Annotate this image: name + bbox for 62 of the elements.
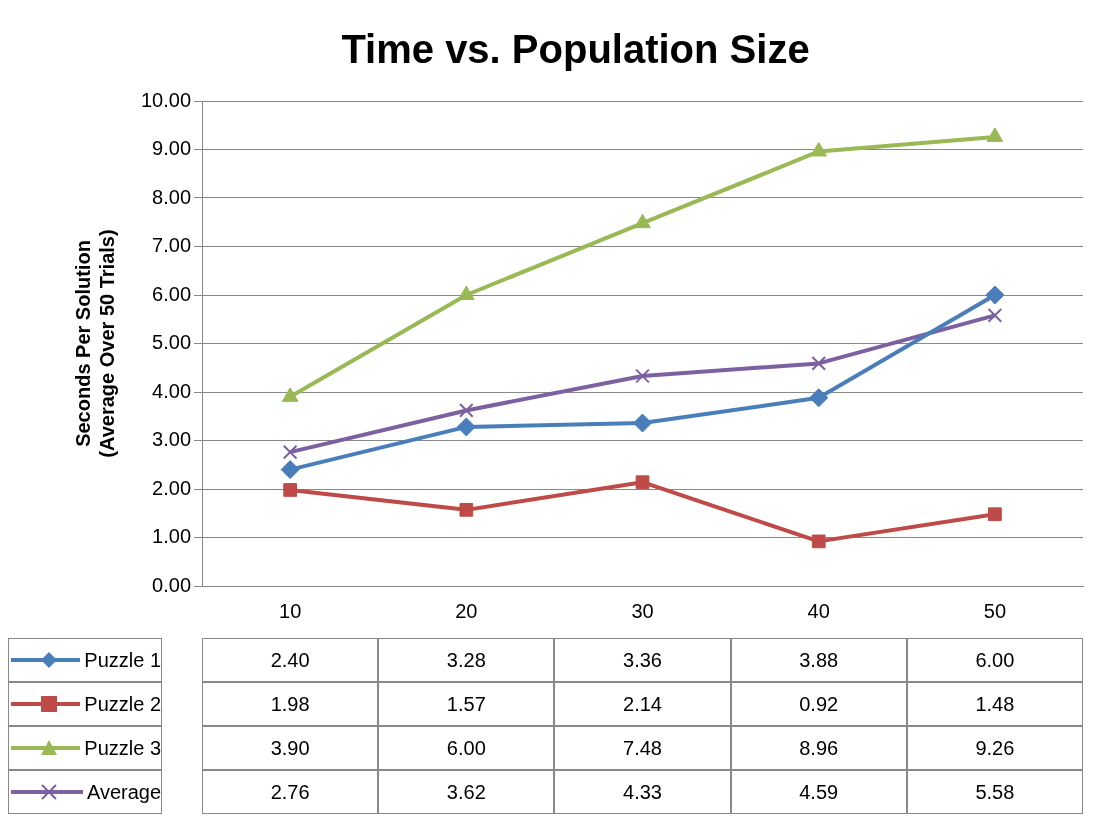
x-tick-label: 30	[631, 599, 654, 622]
data-label: 4.59	[799, 780, 839, 804]
point	[635, 368, 650, 384]
point	[458, 403, 474, 418]
data-label: 2.76	[270, 780, 310, 804]
point	[459, 502, 474, 517]
legend-label: Average	[86, 780, 162, 804]
point	[458, 285, 475, 300]
data-label: 5.58	[975, 780, 1015, 804]
point	[280, 460, 300, 480]
y-tick-label: 4.00	[152, 379, 192, 402]
point	[987, 308, 1003, 323]
data-label: 7.48	[623, 736, 662, 760]
point	[986, 127, 1004, 142]
y-tick-label: 3.00	[152, 428, 192, 451]
point	[634, 213, 651, 229]
point	[456, 417, 476, 437]
y-tick-label: 10.00	[140, 88, 192, 111]
data-label: 1.48	[975, 692, 1015, 716]
legend-label: Puzzle 3	[84, 736, 162, 760]
legend-label: Puzzle 2	[84, 692, 162, 716]
data-label: 9.26	[975, 736, 1015, 760]
x-tick-label: 10	[279, 599, 302, 622]
y-tick-label: 2.00	[152, 476, 192, 499]
point	[281, 387, 299, 402]
point	[283, 483, 298, 497]
data-label: 0.92	[799, 692, 839, 716]
point	[633, 413, 653, 433]
data-label: 8.96	[799, 736, 839, 760]
data-label: 3.90	[270, 736, 310, 760]
data-label: 6.00	[446, 736, 486, 760]
point	[809, 388, 829, 408]
chart-title: Time vs. Population Size	[341, 27, 810, 72]
y-axis-title: Seconds Per Solution (Average Over 50 Trials)	[71, 229, 118, 458]
point	[811, 534, 826, 549]
y-tick-label: 1.00	[152, 525, 192, 548]
point	[282, 444, 298, 460]
y-tick-label: 6.00	[152, 282, 192, 305]
data-label: 3.88	[799, 648, 839, 672]
data-label: 1.98	[270, 692, 310, 716]
x-tick-label: 40	[807, 599, 830, 622]
point	[988, 507, 1002, 522]
data-label: 4.33	[623, 780, 662, 804]
x-tick-label: 50	[983, 599, 1007, 622]
y-tick-label: 5.00	[152, 331, 192, 354]
point	[635, 475, 650, 490]
point	[810, 141, 828, 157]
point	[985, 285, 1005, 305]
data-label: 2.40	[270, 648, 310, 672]
data-label: 3.28	[446, 648, 486, 672]
y-tick-label: 8.00	[152, 185, 192, 208]
y-tick-label: 0.00	[152, 573, 192, 596]
y-tick-label: 9.00	[152, 137, 192, 160]
data-label: 6.00	[975, 648, 1015, 672]
y-tick-label: 7.00	[152, 234, 192, 257]
x-tick-label: 20	[455, 599, 478, 622]
legend-label: Puzzle 1	[84, 648, 162, 672]
data-label: 2.14	[623, 692, 662, 716]
data-label: 3.62	[446, 780, 486, 804]
data-label: 3.36	[623, 648, 662, 672]
data-label: 1.57	[446, 692, 486, 716]
point	[811, 356, 827, 371]
